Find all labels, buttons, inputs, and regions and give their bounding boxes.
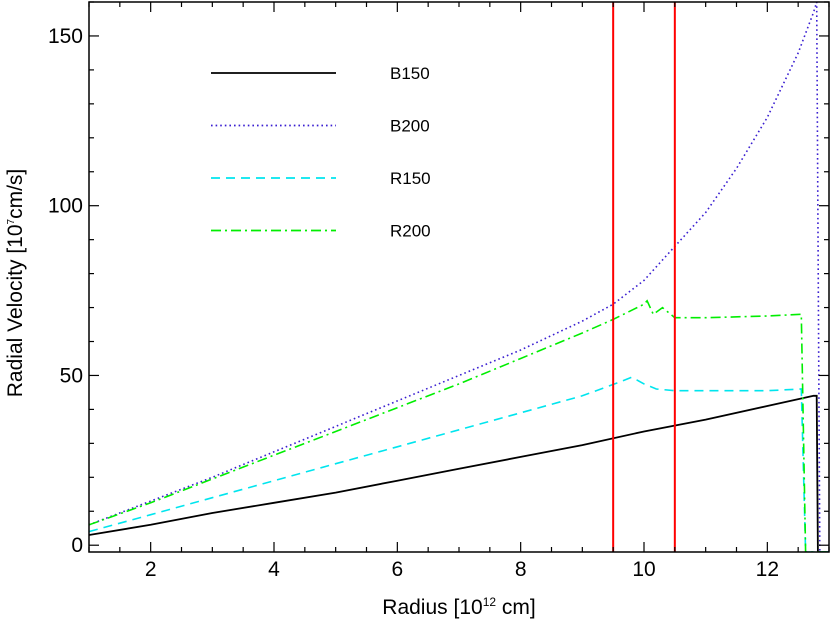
x-axis-label-main: Radius [10 — [382, 596, 482, 619]
x-tick-label: 6 — [391, 558, 403, 581]
x-tick-label: 2 — [145, 558, 157, 581]
legend-label-b150: B150 — [390, 64, 430, 83]
x-axis-label-sup: 12 — [483, 595, 497, 609]
x-tick-label: 4 — [268, 558, 280, 581]
x-tick-label: 8 — [515, 558, 527, 581]
y-tick-label: 50 — [60, 364, 83, 387]
legend: B150 B200 R150 R200 — [211, 64, 431, 241]
x-tick-label: 12 — [756, 558, 779, 581]
x-axis-label-tail: cm] — [496, 596, 536, 619]
y-axis-label-tail: cm/s] — [4, 169, 27, 219]
vline-layer — [612, 2, 676, 552]
y-axis-label: Radial Velocity [107cm/s] — [4, 169, 27, 398]
y-axis-label-main: Radial Velocity [10 — [4, 224, 27, 397]
series-line-b150 — [89, 394, 829, 552]
x-axis-label: Radius [1012 cm] — [382, 595, 535, 619]
legend-label-r150: R150 — [390, 169, 431, 188]
legend-label-b200: B200 — [390, 117, 430, 136]
series-line-b200 — [89, 2, 829, 552]
series-layer — [89, 2, 829, 552]
series-line-r200 — [89, 299, 829, 552]
y-tick-label: 100 — [48, 195, 83, 218]
series-line-r150 — [89, 376, 829, 552]
legend-label-r200: R200 — [390, 222, 431, 241]
y-tick-label: 150 — [48, 25, 83, 48]
y-tick-label: 0 — [71, 534, 83, 557]
tick-layer: 2 4 6 8 10 12 0 50 100 150 — [48, 1, 830, 581]
y-axis-label-sup: 7 — [6, 218, 17, 224]
x-tick-label: 10 — [632, 558, 655, 581]
